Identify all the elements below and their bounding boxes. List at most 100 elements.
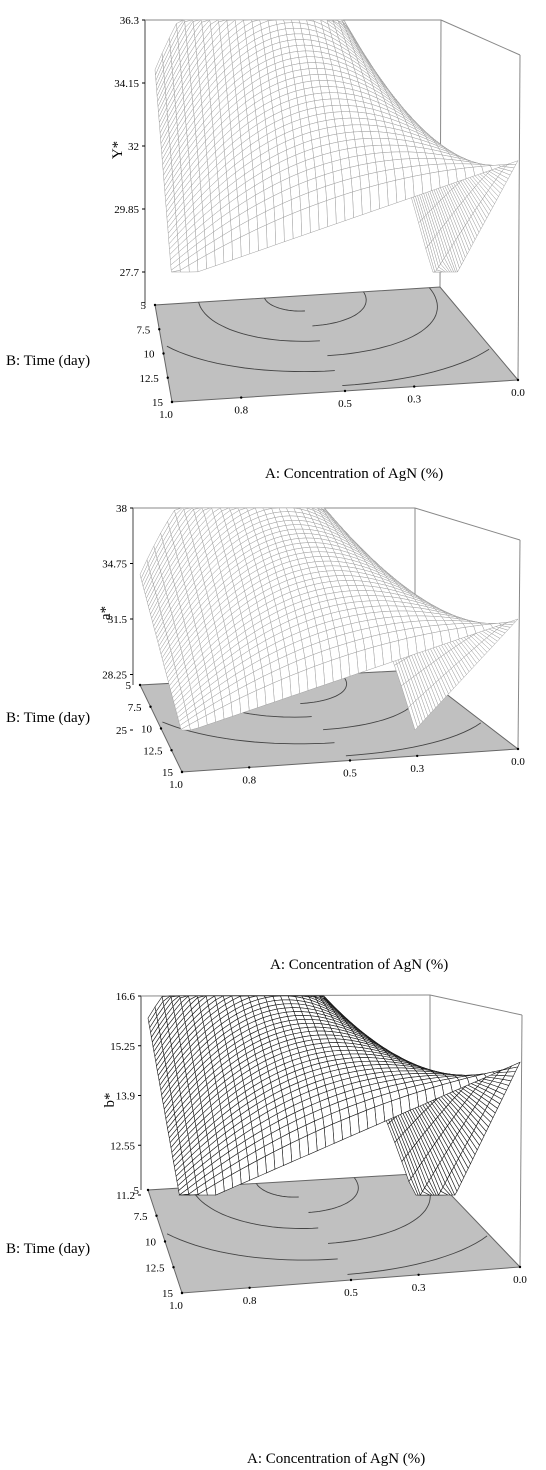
surface-cell	[361, 131, 372, 139]
x-tick-label: 0.5	[344, 1287, 358, 1299]
surface-cell	[307, 62, 318, 69]
base-plane	[154, 286, 520, 403]
z-tick-label: 31.5	[108, 614, 128, 626]
y-tick-label: 12.5	[145, 1262, 165, 1274]
x-tick-label: 0.5	[343, 768, 357, 780]
surface-cell	[329, 92, 340, 100]
surface-cell	[395, 178, 406, 204]
x-tick-label: 0.0	[511, 387, 525, 399]
y-tick-mark	[158, 328, 161, 331]
z-tick-label: 29.85	[114, 204, 139, 216]
surface-cell	[309, 203, 320, 234]
z-tick-label: 32	[128, 141, 139, 153]
right-vertical-edge	[517, 539, 521, 750]
contour-line	[345, 722, 482, 757]
x-tick-mark	[349, 1278, 353, 1282]
surface-cell	[358, 118, 370, 126]
y-tick-label: 10	[144, 349, 156, 361]
surface-cell	[369, 131, 381, 139]
y-tick-label: 15	[162, 1288, 174, 1300]
surface-cell	[285, 27, 295, 35]
y-axis-label: B: Time (day)	[6, 1241, 90, 1257]
surface-cell	[365, 153, 376, 164]
surface-cell	[316, 68, 327, 75]
surface-cell	[344, 131, 355, 141]
surface-cell	[309, 74, 320, 82]
surface-cell	[343, 124, 354, 134]
surface-cell	[315, 1127, 327, 1152]
surface-cell	[334, 118, 345, 127]
x-tick-mark	[348, 759, 352, 762]
surface-cell	[326, 80, 337, 88]
surface-cell	[292, 27, 303, 35]
y-tick-label: 5	[134, 1185, 140, 1197]
surface-cell	[231, 236, 242, 261]
surface-cell	[240, 232, 251, 258]
surface-cell	[339, 104, 351, 112]
x-tick-label: 0.3	[410, 763, 424, 775]
surface-cell	[247, 690, 258, 711]
surface-cell	[305, 50, 315, 58]
surface-cell	[180, 724, 191, 731]
z-tick-label: 36.3	[120, 15, 140, 27]
z-tick-label: 27.7	[120, 267, 140, 279]
surface-cell	[291, 209, 303, 240]
surface-cell	[381, 144, 392, 153]
surface-cell	[257, 224, 268, 252]
contour-line	[264, 297, 306, 312]
surface-cell	[281, 1143, 293, 1166]
z-tick-label: 38	[116, 503, 128, 515]
contour-line	[166, 1233, 338, 1261]
surface-cell	[397, 145, 409, 153]
x-tick-label: 0.0	[511, 756, 525, 768]
surface-cell	[315, 62, 326, 70]
y-tick-mark	[180, 770, 184, 774]
z-tick-label: 16.6	[116, 991, 136, 1003]
x-tick-mark	[516, 747, 520, 751]
surface-cell	[372, 144, 383, 154]
surface-cell	[382, 151, 393, 162]
contour-line	[198, 302, 320, 342]
surface-cell	[326, 197, 337, 228]
surface-cell	[255, 686, 267, 709]
x-tick-mark	[518, 1265, 522, 1269]
x-tick-label: 1.0	[159, 409, 173, 421]
surface-cell	[353, 131, 364, 140]
y-tick-mark	[163, 1240, 167, 1243]
x-tick-label: 0.5	[338, 398, 352, 410]
surface-cell	[295, 39, 305, 46]
surface-cell	[389, 144, 401, 153]
z-axis-label: a*	[98, 606, 114, 620]
y-tick-label: 12.5	[140, 373, 160, 385]
surface-cell	[308, 68, 319, 76]
surface-cell	[272, 679, 284, 703]
surface-cell	[171, 270, 182, 273]
z-axis-label: b*	[102, 1093, 118, 1108]
y-tick-mark	[180, 1291, 184, 1295]
surface-cell	[317, 200, 328, 231]
surface-cell	[360, 186, 372, 216]
contour-line	[300, 673, 348, 705]
x-tick-label: 0.8	[234, 405, 248, 417]
y-tick-label: 10	[145, 1237, 157, 1249]
surface-cell	[508, 1061, 521, 1069]
surface-cell	[325, 74, 336, 82]
surface-cell	[284, 22, 294, 30]
y-tick-label: 10	[141, 724, 153, 736]
surface-cell	[392, 158, 403, 170]
y-tick-label: 7.5	[137, 324, 151, 336]
surface-cell	[323, 105, 334, 114]
surface-cell	[412, 174, 424, 198]
surface-cell	[359, 173, 370, 190]
surface-cell	[388, 138, 399, 146]
y-tick-label: 15	[162, 767, 174, 779]
y-tick-label: 7.5	[128, 702, 142, 714]
x-axis-label: A: Concentration of AgN (%)	[270, 957, 448, 973]
z-tick-label: 11.2	[116, 1190, 135, 1202]
y-tick-label: 15	[152, 397, 164, 409]
response-surface	[147, 995, 521, 1196]
surface-cell	[283, 213, 294, 243]
x-axis-label: A: Concentration of AgN (%)	[247, 1451, 425, 1467]
y-tick-mark	[153, 303, 157, 307]
x-tick-mark	[417, 1273, 420, 1276]
